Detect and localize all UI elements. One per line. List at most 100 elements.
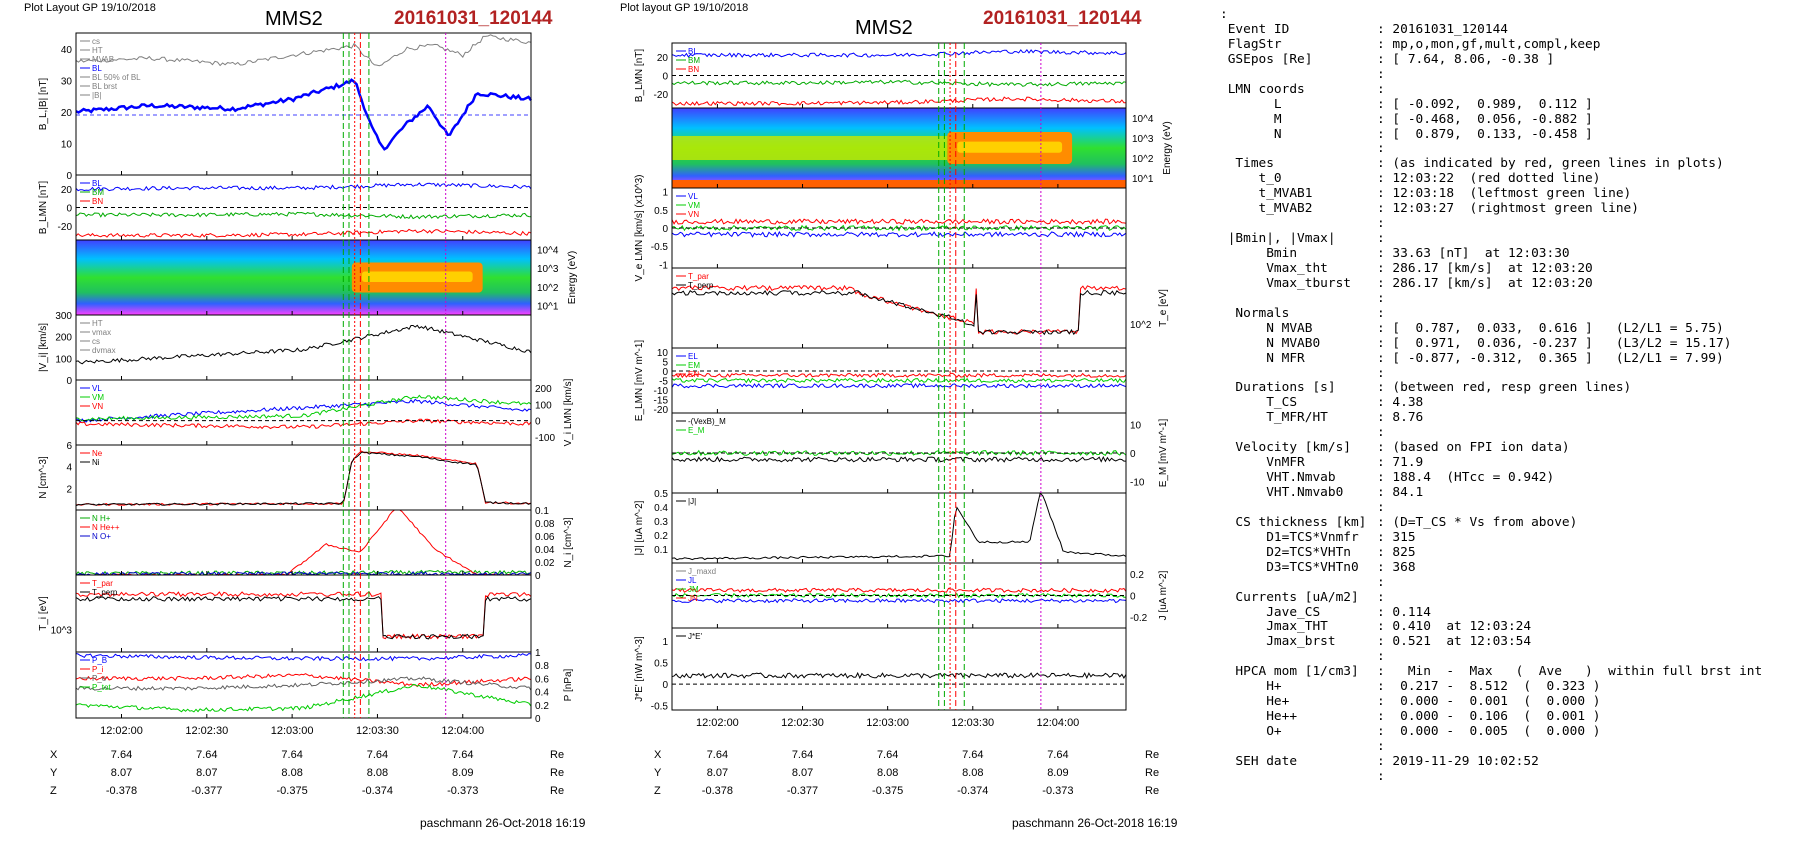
legend-label: BL 50% of BL bbox=[92, 73, 141, 82]
info-value: : bbox=[1377, 81, 1385, 97]
pos-value: 8.07 bbox=[196, 767, 217, 779]
info-value: : 0.521 at 12:03:54 bbox=[1377, 634, 1532, 650]
pos-value: 7.64 bbox=[1047, 749, 1068, 761]
legend-label: BL bbox=[688, 47, 698, 56]
legend-label: dvmax bbox=[92, 346, 116, 355]
info-label: T_MFR/HT bbox=[1220, 410, 1328, 426]
ylabel: T_e [eV] bbox=[1158, 289, 1169, 327]
panel-6: 0 0.02 0.04 0.06 0.08 0.1 N_i [cm^-3] N H+N He+… bbox=[75, 506, 574, 582]
info-label: HPCA mom [1/cm3] bbox=[1220, 664, 1359, 680]
info-line: Durations [s]: (between red, resp green … bbox=[1220, 380, 1762, 396]
series-bl bbox=[671, 48, 1127, 58]
info-line: L: [ -0.092, 0.989, 0.112 ] bbox=[1220, 97, 1762, 113]
pos-value: 7.64 bbox=[877, 749, 898, 761]
ytick-label: 0 bbox=[662, 680, 668, 691]
info-label bbox=[1220, 576, 1377, 591]
info-line: : bbox=[1220, 425, 1762, 441]
info-line: Currents [uA/m2]: bbox=[1220, 590, 1762, 606]
ylabel: |J| [uA m^-2] bbox=[634, 500, 645, 555]
ytick-label: 0.2 bbox=[1130, 570, 1144, 581]
pos-row-label: Z bbox=[50, 785, 57, 797]
ytick-label: 40 bbox=[61, 45, 73, 56]
ytick-label: 0 bbox=[662, 224, 668, 235]
series-b bbox=[75, 34, 532, 67]
ylabel: V_i LMN [km/s] bbox=[563, 378, 574, 446]
pos-value: -0.375 bbox=[277, 785, 308, 797]
ylabel: B_LMN [nT] bbox=[38, 181, 49, 235]
ytick-label: 0 bbox=[662, 367, 668, 378]
pos-value: 7.64 bbox=[281, 749, 302, 761]
info-label: Event ID bbox=[1220, 21, 1290, 37]
legend-label: P_tot bbox=[92, 683, 111, 692]
legend-label: VN bbox=[92, 402, 103, 411]
info-line: H+: 0.217 - 8.512 ( 0.323 ) bbox=[1220, 679, 1762, 695]
info-value: : bbox=[1377, 425, 1385, 441]
ytick-label: 0.2 bbox=[654, 531, 668, 542]
info-line: VnMFR: 71.9 bbox=[1220, 455, 1762, 471]
pos-value: 7.64 bbox=[707, 749, 728, 761]
info-value: : bbox=[1377, 231, 1385, 247]
legend-label: JN bbox=[688, 594, 698, 603]
legend-label: BL bbox=[92, 64, 102, 73]
panel-frame bbox=[75, 379, 532, 446]
info-line: Normals: bbox=[1220, 306, 1762, 322]
left-spacecraft-title: MMS2 bbox=[265, 8, 323, 30]
info-label bbox=[1220, 292, 1377, 307]
info-line: : bbox=[1220, 67, 1762, 83]
ytick-label: 1 bbox=[662, 188, 668, 199]
info-label bbox=[1220, 367, 1377, 382]
series-bm bbox=[671, 79, 1127, 88]
legend-label: BM bbox=[688, 56, 700, 65]
series-vn bbox=[671, 218, 1127, 225]
legend-label: BM bbox=[92, 188, 104, 197]
mid-layout-header: Plot layout GP 19/10/2018 bbox=[620, 2, 749, 14]
info-value: : bbox=[1377, 649, 1385, 665]
pos-value: -0.377 bbox=[787, 785, 818, 797]
legend-label: J*E' bbox=[688, 632, 702, 641]
pos-value: 8.09 bbox=[1047, 767, 1068, 779]
info-label: SEH date bbox=[1220, 753, 1298, 769]
ytick-label: 20 bbox=[61, 185, 73, 196]
legend-label: J_maxd bbox=[688, 567, 716, 576]
series-vexbm bbox=[671, 455, 1126, 463]
info-label: |Bmin|, |Vmax| bbox=[1220, 231, 1336, 247]
panel-frame bbox=[75, 651, 532, 719]
info-value: : bbox=[1377, 768, 1385, 784]
info-label: N MFR bbox=[1220, 350, 1305, 366]
info-label: Vmax_tburst bbox=[1220, 275, 1351, 291]
info-label: VHT.Nmvab bbox=[1220, 470, 1336, 486]
info-value: : Min - Max ( Ave ) within full brst int bbox=[1377, 664, 1763, 680]
pos-unit: Re bbox=[550, 785, 564, 797]
info-value: : 0.217 - 8.512 ( 0.323 ) bbox=[1377, 679, 1601, 695]
info-value: : 368 bbox=[1377, 559, 1416, 575]
info-label bbox=[1220, 501, 1377, 516]
info-line: D3=TCS*VHTn0: 368 bbox=[1220, 559, 1762, 576]
pos-value: 7.64 bbox=[111, 749, 132, 761]
panel-frame bbox=[75, 314, 532, 381]
ytick-label: 0 bbox=[535, 714, 541, 725]
series-bn bbox=[75, 228, 532, 238]
legend-label: T_perp bbox=[92, 588, 118, 597]
ytick-label: 0.6 bbox=[535, 674, 549, 685]
info-line: FlagStr: mp,o,mon,gf,mult,compl,keep bbox=[1220, 37, 1762, 53]
info-line: |Bmin|, |Vmax|: bbox=[1220, 231, 1762, 247]
pos-value: -0.378 bbox=[702, 785, 733, 797]
legend-label: BN bbox=[688, 65, 699, 74]
legend-label: BL bbox=[92, 179, 102, 188]
time-tick-label: 12:03:30 bbox=[951, 717, 994, 729]
ytick-label: -10 bbox=[654, 386, 669, 397]
ytick-label: 4 bbox=[66, 463, 72, 474]
info-value: : 286.17 [km/s] at 12:03:20 bbox=[1377, 275, 1593, 291]
left-layout-header: Plot Layout GP 19/10/2018 bbox=[24, 2, 156, 14]
info-value: : [ 0.879, 0.133, -0.458 ] bbox=[1377, 126, 1593, 142]
series-t_perp bbox=[75, 595, 532, 640]
info-value: : (as indicated by red, green lines in p… bbox=[1377, 156, 1724, 172]
ytick-label: 20 bbox=[61, 108, 73, 119]
pos-value: 7.64 bbox=[452, 749, 473, 761]
pos-value: -0.374 bbox=[362, 785, 393, 797]
series-pb bbox=[75, 652, 532, 662]
